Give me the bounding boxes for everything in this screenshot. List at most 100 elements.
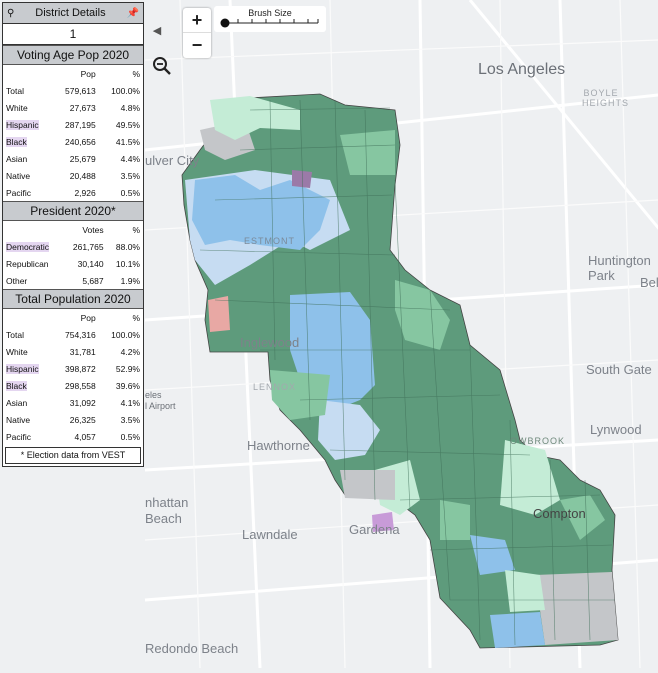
map-label-manhattan-beach-2: Beach xyxy=(145,511,182,526)
voting-age-table: Pop% Total 579,613 100.0% White 27,673 4.8% … xyxy=(3,65,143,201)
district-details-panel: ⚲ District Details 📌 1 Voting Age Pop 20… xyxy=(2,2,144,467)
zoom-to-district-icon[interactable]: ⚲ xyxy=(7,7,15,19)
row-value: 240,656 xyxy=(64,136,96,147)
row-value: 31,092 xyxy=(69,397,96,408)
row-percent: 4.4% xyxy=(120,153,140,164)
brush-size-label: Brush Size xyxy=(248,8,292,18)
map-label-huntington-park: Huntington Park xyxy=(588,253,651,283)
row-label: Pacific xyxy=(6,187,32,198)
row-label: Hispanic xyxy=(6,363,39,374)
map-label-bell: Bel xyxy=(640,275,658,290)
row-label: Native xyxy=(6,170,31,181)
map-label-airport-2: l Airport xyxy=(145,401,176,411)
row-label: Black xyxy=(6,380,27,391)
table-row: Asian 31,092 4.1% xyxy=(3,394,143,411)
zoom-extent-button[interactable] xyxy=(149,53,175,79)
table-row: Hispanic 287,195 49.5% xyxy=(3,116,143,133)
row-value: 579,613 xyxy=(64,85,96,96)
row-percent: 39.6% xyxy=(115,380,140,391)
map-label-lennox: LENNOX xyxy=(253,382,297,392)
table-row: Total 754,316 100.0% xyxy=(3,326,143,343)
row-percent: 0.5% xyxy=(120,431,140,442)
row-label: Asian xyxy=(6,397,28,408)
row-percent: 52.9% xyxy=(115,363,140,374)
row-label: Native xyxy=(6,414,31,425)
row-value: 298,558 xyxy=(64,380,96,391)
row-value: 398,872 xyxy=(64,363,96,374)
col-header-pop: Pop xyxy=(80,312,96,323)
voting-age-heading: Voting Age Pop 2020 xyxy=(3,45,143,65)
zoom-control: + − xyxy=(183,8,211,58)
map-label-boyle-heights: BOYLE HEIGHTS xyxy=(582,88,630,108)
map-label-compton: Compton xyxy=(533,506,586,521)
row-label: Hispanic xyxy=(6,119,39,130)
map-label-lawndale: Lawndale xyxy=(242,527,298,542)
map-label-manhattan-beach-1: nhattan xyxy=(145,495,189,510)
row-label: Asian xyxy=(6,153,28,164)
panel-header: ⚲ District Details 📌 xyxy=(3,3,143,24)
table-row: Total 579,613 100.0% xyxy=(3,82,143,99)
zoom-out-magnifier-icon xyxy=(153,57,171,75)
table-row: Black 240,656 41.5% xyxy=(3,133,143,150)
pin-icon[interactable]: 📌 xyxy=(126,7,139,19)
row-value: 261,765 xyxy=(72,241,104,252)
president-table: Votes% Democratic 261,765 88.0% Republican… xyxy=(3,221,143,289)
map-label-los-angeles: Los Angeles xyxy=(478,61,566,78)
col-header-pct: % xyxy=(132,68,140,79)
table-row: Native 20,488 3.5% xyxy=(3,167,143,184)
table-row: Pacific 4,057 0.5% xyxy=(3,428,143,445)
table-row: Asian 25,679 4.4% xyxy=(3,150,143,167)
row-value: 754,316 xyxy=(64,329,96,340)
row-percent: 3.5% xyxy=(120,414,140,425)
zoom-in-button[interactable]: + xyxy=(191,9,203,30)
map-label-inglewood: Inglewood xyxy=(240,335,300,350)
row-value: 31,781 xyxy=(69,346,96,357)
panel-title: District Details xyxy=(35,7,106,19)
row-percent: 1.9% xyxy=(120,275,140,286)
total-population-table: Pop% Total 754,316 100.0% White 31,781 4.2% … xyxy=(3,309,143,445)
row-label: Democratic xyxy=(6,241,49,252)
table-row: Native 26,325 3.5% xyxy=(3,411,143,428)
row-label: Total xyxy=(6,85,24,96)
row-value: 2,926 xyxy=(74,187,96,198)
row-label: Republican xyxy=(6,258,49,269)
row-percent: 4.1% xyxy=(120,397,140,408)
row-value: 5,687 xyxy=(82,275,104,286)
table-row: Black 298,558 39.6% xyxy=(3,377,143,394)
brush-size-control: Brush Size xyxy=(214,6,326,32)
row-percent: 4.2% xyxy=(120,346,140,357)
row-label: Other xyxy=(6,275,28,286)
map-label-airport-1: eles xyxy=(145,390,162,400)
col-header-pop: Pop xyxy=(80,68,96,79)
table-row: Pacific 2,926 0.5% xyxy=(3,184,143,201)
table-row: Other 5,687 1.9% xyxy=(3,272,143,289)
row-percent: 0.5% xyxy=(120,187,140,198)
row-percent: 100.0% xyxy=(111,329,140,340)
row-percent: 100.0% xyxy=(111,85,140,96)
district-number: 1 xyxy=(3,24,143,45)
table-row: White 27,673 4.8% xyxy=(3,99,143,116)
map-label-hawthorne: Hawthorne xyxy=(247,438,310,453)
row-value: 287,195 xyxy=(64,119,96,130)
president-heading: President 2020* xyxy=(3,201,143,221)
row-percent: 49.5% xyxy=(115,119,140,130)
collapse-panel-button[interactable]: ◀ xyxy=(152,24,162,37)
brush-slider-handle[interactable] xyxy=(220,18,230,28)
row-value: 26,325 xyxy=(69,414,96,425)
row-value: 25,679 xyxy=(69,153,96,164)
election-data-footnote: * Election data from VEST xyxy=(5,447,141,464)
row-value: 30,140 xyxy=(77,258,104,269)
map-label-lynwood: Lynwood xyxy=(590,422,642,437)
row-percent: 4.8% xyxy=(120,102,140,113)
table-row: White 31,781 4.2% xyxy=(3,343,143,360)
zoom-out-button[interactable]: − xyxy=(191,34,203,55)
row-label: White xyxy=(6,102,28,113)
brush-size-slider[interactable] xyxy=(214,6,326,32)
table-row: Hispanic 398,872 52.9% xyxy=(3,360,143,377)
row-percent: 41.5% xyxy=(115,136,140,147)
row-label: Pacific xyxy=(6,431,32,442)
row-value: 27,673 xyxy=(69,102,96,113)
row-value: 4,057 xyxy=(74,431,96,442)
